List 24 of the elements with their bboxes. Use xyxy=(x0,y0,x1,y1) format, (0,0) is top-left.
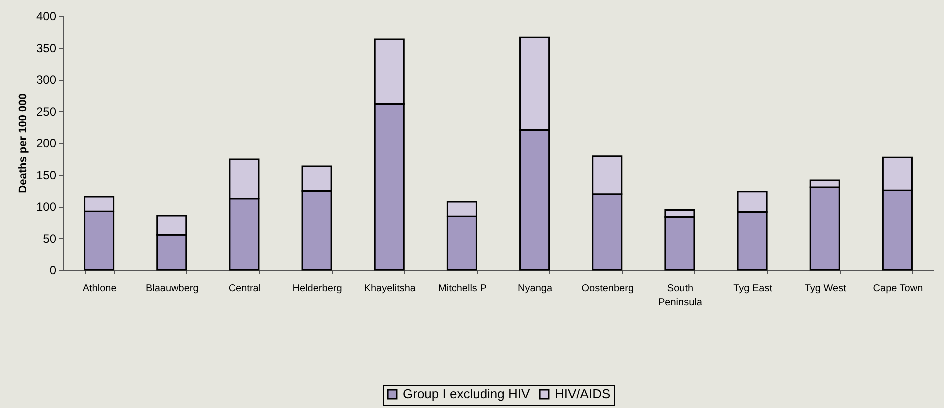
x-tick-label: Tyg West xyxy=(804,284,847,294)
x-tick-label: Mitchells P xyxy=(438,284,488,294)
y-axis-title: Deaths per 100 000 xyxy=(17,94,30,194)
x-tick-label: Athlone xyxy=(82,284,118,294)
y-tick-label: 50 xyxy=(43,232,57,246)
y-tick-label: 350 xyxy=(36,41,57,56)
y-tick-label: 300 xyxy=(36,73,57,87)
y-tick-label: 250 xyxy=(36,104,57,119)
x-tick-label: South Peninsula xyxy=(658,284,703,308)
x-tick-label: Khayelitsha xyxy=(364,284,416,294)
x-tick-label: Central xyxy=(228,284,262,294)
y-tick-label: 150 xyxy=(36,168,57,182)
x-tick-label: Tyg East xyxy=(734,284,773,294)
y-tick-label: 200 xyxy=(36,136,57,150)
legend-label: HIV/AIDS xyxy=(555,386,611,402)
y-tick-label: 100 xyxy=(36,200,57,214)
y-tick-label: 0 xyxy=(50,264,57,278)
y-tick-label: 400 xyxy=(36,10,57,24)
x-tick-label: Cape Town xyxy=(873,284,924,294)
legend-label: Group I excluding HIV xyxy=(403,386,531,402)
x-tick-label: Blaauwberg xyxy=(146,284,199,294)
x-tick-label: Nyanga xyxy=(518,284,553,294)
x-tick-label: Helderberg xyxy=(292,284,342,294)
x-tick-label: Oostenberg xyxy=(582,284,634,294)
